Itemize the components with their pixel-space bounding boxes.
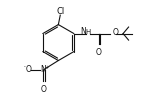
Text: O: O <box>96 48 102 57</box>
Text: O: O <box>40 85 46 94</box>
Text: N: N <box>40 65 46 74</box>
Text: N: N <box>81 27 86 36</box>
Text: O: O <box>113 28 119 37</box>
Text: +: + <box>44 65 49 70</box>
Text: -: - <box>24 65 26 70</box>
Text: H: H <box>85 29 91 35</box>
Text: O: O <box>25 65 31 74</box>
Text: Cl: Cl <box>57 7 65 16</box>
